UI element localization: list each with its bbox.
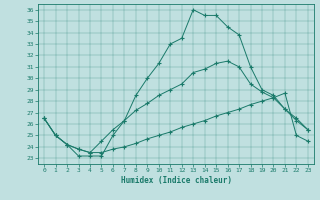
X-axis label: Humidex (Indice chaleur): Humidex (Indice chaleur) bbox=[121, 176, 231, 185]
